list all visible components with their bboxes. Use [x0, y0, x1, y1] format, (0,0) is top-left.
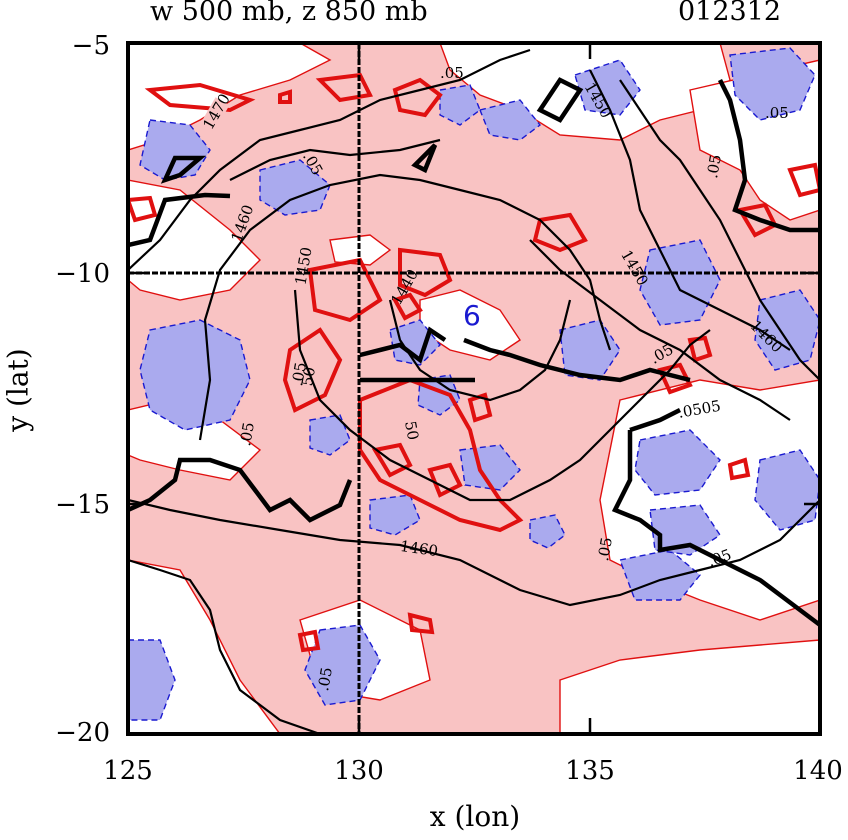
omega-label: .05: [765, 104, 789, 122]
positive-omega-contours: [128, 72, 820, 653]
omega-label: 50: [401, 420, 422, 442]
reference-lines: [128, 43, 820, 734]
figure-title: w 500 mb, z 850 mb: [150, 0, 428, 27]
y-tick-label: −15: [55, 490, 110, 520]
omega-label: .05: [236, 421, 258, 448]
height-contours: [128, 48, 820, 734]
x-tick-label: 135: [565, 756, 615, 786]
y-tick-label: −5: [71, 31, 110, 61]
axis-ticks: [128, 43, 820, 734]
height-label: 1460: [399, 537, 439, 560]
y-tick-label: −20: [55, 718, 110, 748]
center-marker: 6: [463, 299, 481, 332]
omega-label: .05: [288, 361, 310, 388]
y-axis-label: y (lat): [1, 348, 35, 432]
x-tick-label: 125: [103, 756, 153, 786]
omega-label: .05: [703, 153, 725, 180]
omega-label: 50: [298, 366, 319, 388]
map-field: 1470 1460 1450 1440 1460 1450 1460 1450 …: [128, 43, 820, 734]
omega-label: .05: [314, 666, 336, 693]
x-tick-label: 130: [334, 756, 384, 786]
date-stamp: 012312: [678, 0, 782, 27]
y-tick-label: −10: [55, 259, 110, 289]
x-axis-label: x (lon): [429, 800, 521, 833]
plot-frame: [126, 41, 822, 736]
omega-label: .05: [440, 64, 464, 82]
omega-label: .05: [594, 536, 616, 563]
track-polylines: [128, 77, 820, 627]
x-tick-label: 140: [793, 756, 843, 786]
